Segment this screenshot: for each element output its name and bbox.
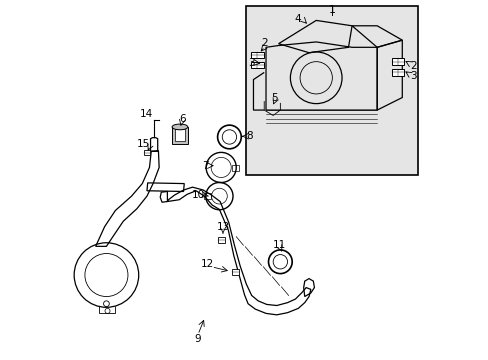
Text: 14: 14 bbox=[140, 109, 153, 119]
Text: 1: 1 bbox=[328, 5, 335, 15]
Bar bbox=[218, 237, 225, 243]
Text: 2: 2 bbox=[409, 61, 416, 71]
Text: 7: 7 bbox=[202, 161, 208, 171]
Bar bbox=[204, 193, 210, 199]
Text: 5: 5 bbox=[271, 93, 278, 103]
Bar bbox=[246, 6, 418, 175]
Text: 10: 10 bbox=[191, 190, 204, 200]
Text: 13: 13 bbox=[216, 222, 229, 232]
Text: 9: 9 bbox=[194, 333, 201, 343]
Text: 11: 11 bbox=[272, 240, 285, 250]
Text: 8: 8 bbox=[246, 131, 252, 141]
Bar bbox=[391, 58, 404, 65]
Ellipse shape bbox=[172, 124, 187, 130]
Bar bbox=[250, 52, 263, 58]
Text: 12: 12 bbox=[201, 259, 214, 269]
Text: 3: 3 bbox=[248, 58, 254, 68]
Bar bbox=[231, 269, 239, 275]
Text: 3: 3 bbox=[409, 71, 416, 81]
Text: 6: 6 bbox=[179, 114, 185, 124]
Bar bbox=[144, 150, 149, 155]
Text: 15: 15 bbox=[137, 139, 150, 149]
Bar bbox=[231, 165, 239, 171]
Bar bbox=[175, 129, 184, 140]
Bar bbox=[172, 127, 187, 144]
Bar bbox=[391, 69, 404, 76]
Text: 2: 2 bbox=[261, 38, 268, 48]
Text: 4: 4 bbox=[294, 14, 300, 24]
Bar bbox=[250, 62, 263, 68]
